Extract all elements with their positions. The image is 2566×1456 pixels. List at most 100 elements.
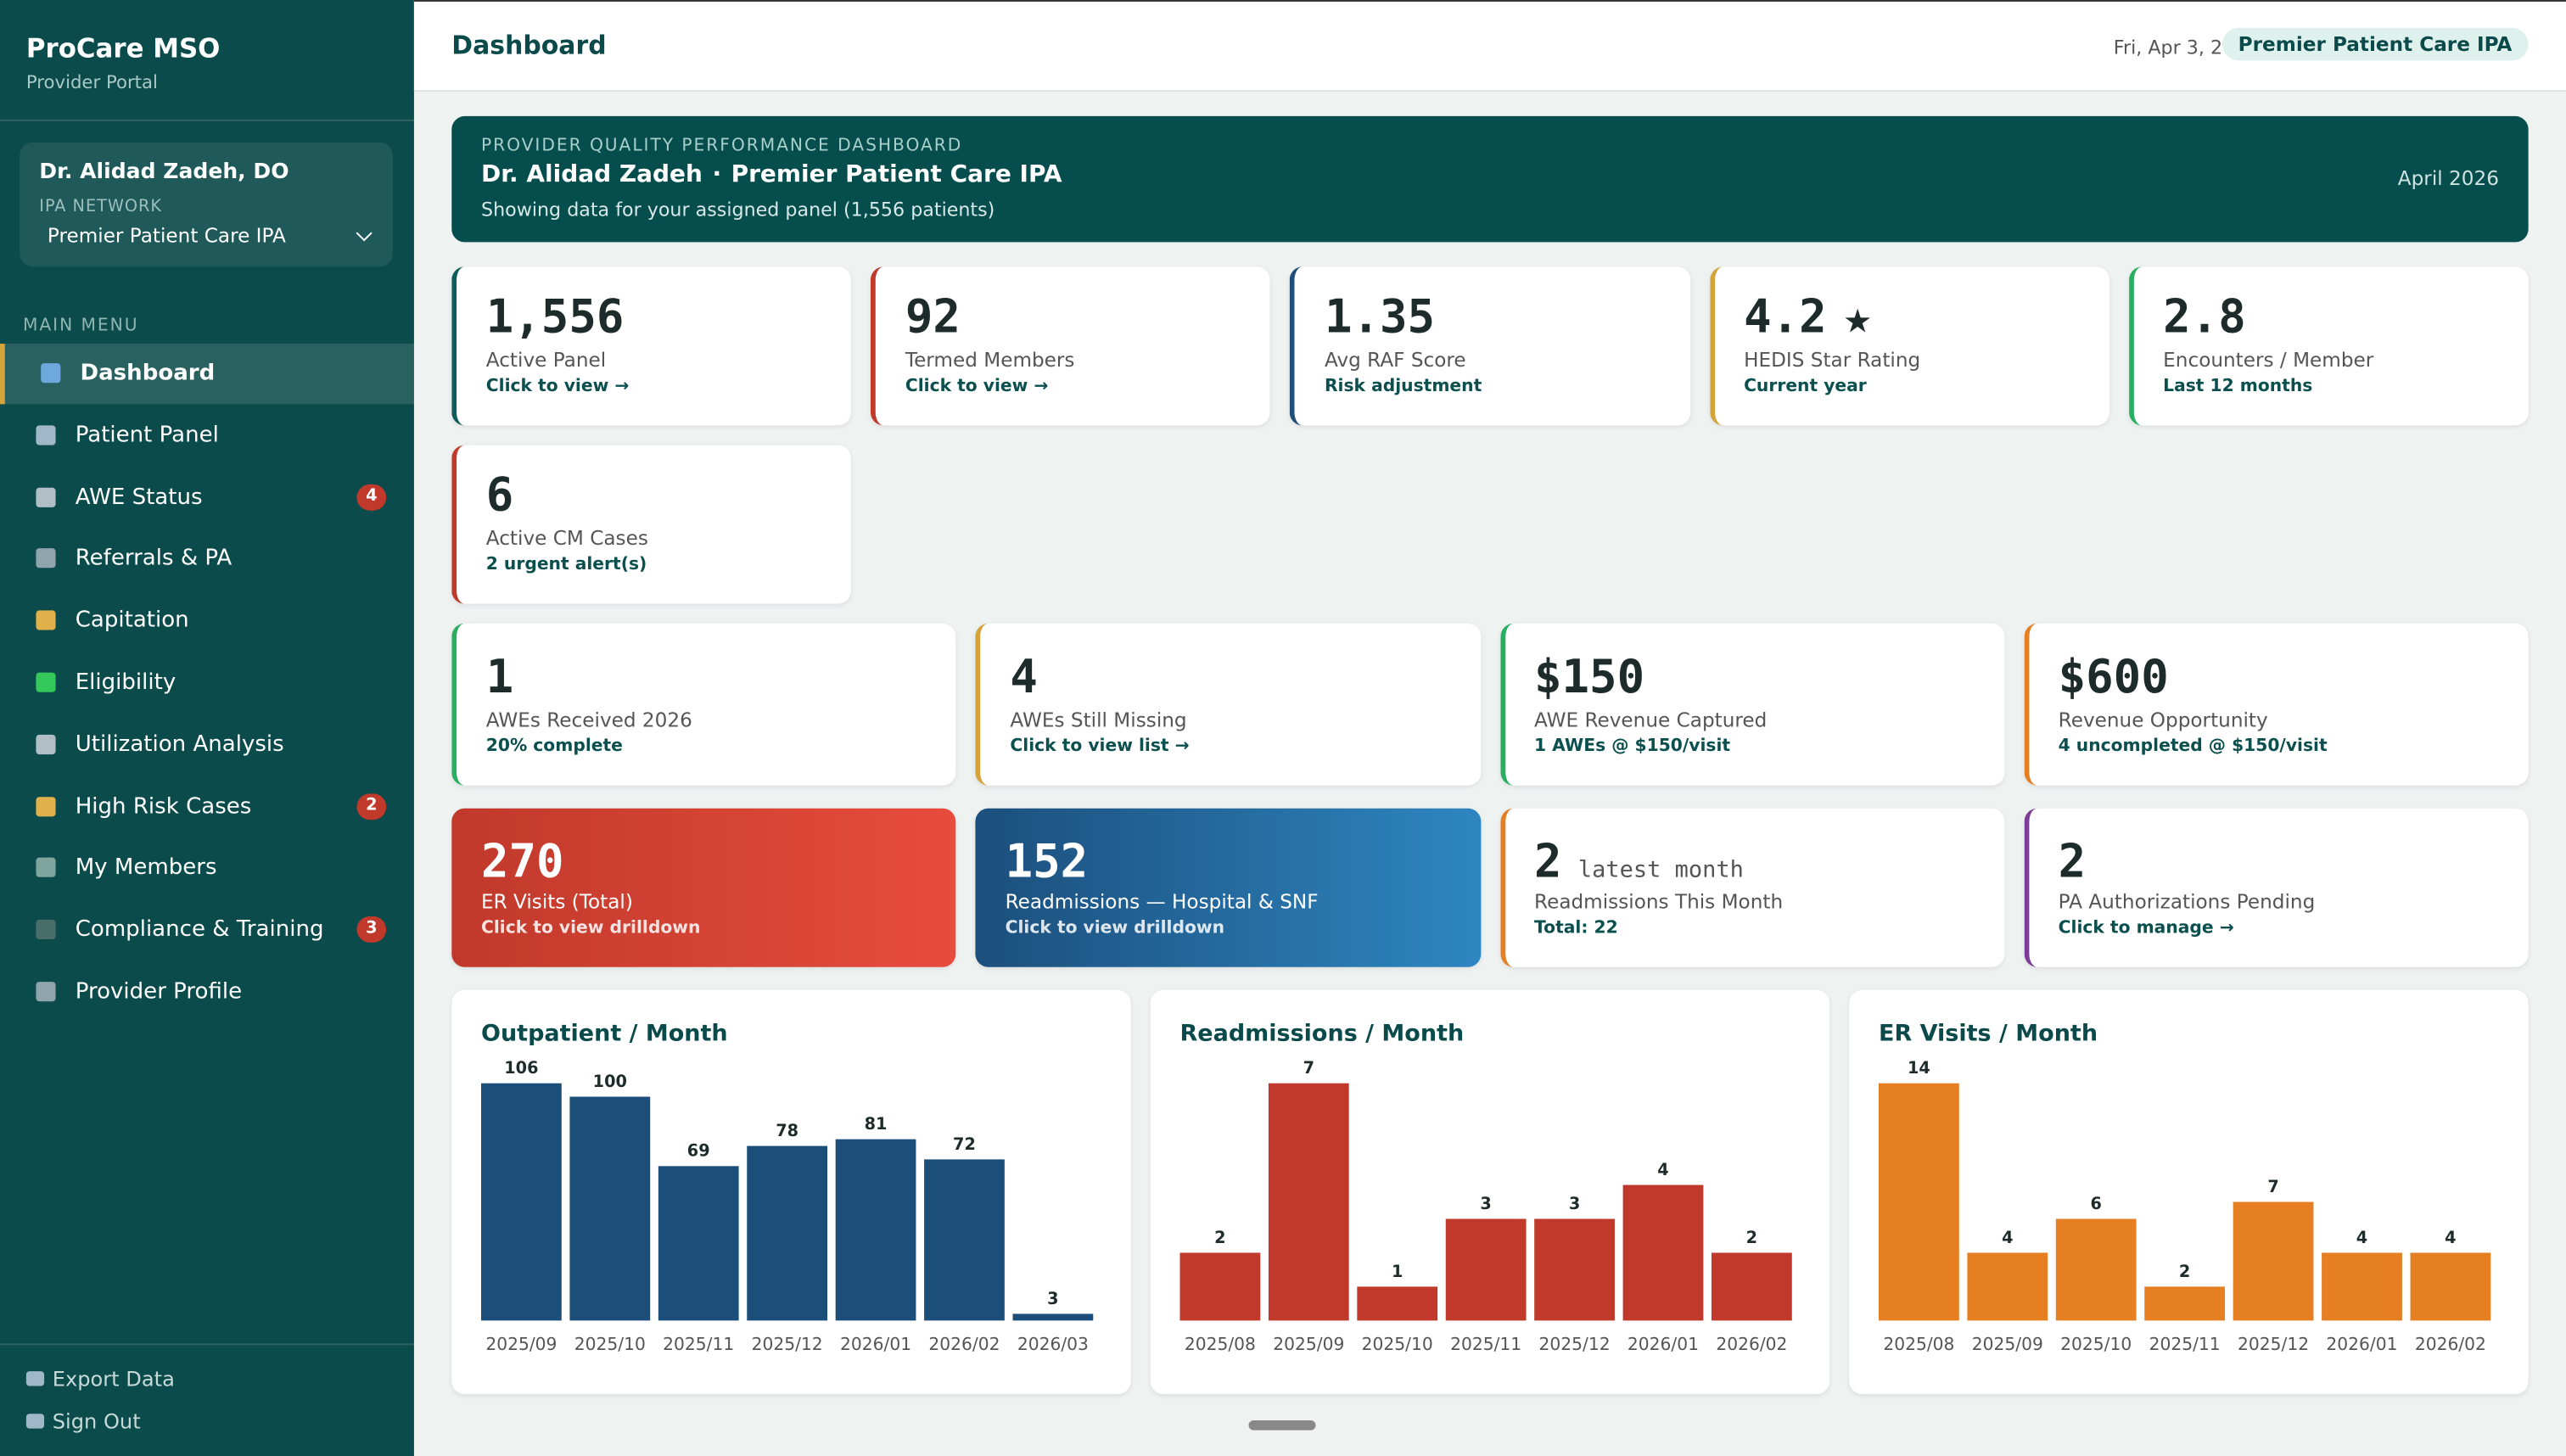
- bar: [2322, 1252, 2402, 1321]
- value-label: 2: [1214, 1228, 1225, 1247]
- kpi-card[interactable]: 2 latest month Readmissions This Month Tota…: [1499, 808, 2005, 967]
- value-label: 4: [2002, 1228, 2013, 1247]
- value-label: 2: [1746, 1228, 1757, 1247]
- kpi-card[interactable]: 1.35 Avg RAF Score Risk adjustment: [1290, 266, 1690, 426]
- kpi-note: Click to view →: [485, 376, 630, 396]
- sidebar: ProCare MSO Provider Portal Dr. Alidad Zad…: [0, 0, 414, 1456]
- menu-icon: [36, 610, 56, 630]
- value-label: 2: [2179, 1262, 2190, 1281]
- kpi-card[interactable]: 152 Readmissions — Hospital & SNF Click to…: [975, 808, 1481, 967]
- kpi-card[interactable]: 4.2 ★ HEDIS Star Rating Current year: [1709, 266, 2109, 426]
- kpi-number: 2: [1534, 834, 1562, 889]
- chart: 14 2025/08 4 2025/09 6 2025/10 2 2025/11 7 2025/1…: [1878, 1058, 2491, 1354]
- bar: [480, 1083, 562, 1321]
- category-label: 2025/12: [2238, 1334, 2309, 1354]
- kpi-value: 2 latest month: [1534, 835, 1744, 889]
- kpi-card[interactable]: $150 AWE Revenue Captured 1 AWEs @ $150/vi…: [1499, 623, 2005, 786]
- bar: [2144, 1286, 2226, 1321]
- value-label: 7: [1303, 1058, 1314, 1078]
- menu-item[interactable]: Referrals & PA: [0, 529, 414, 590]
- footer-icon: [25, 1371, 45, 1386]
- kpi-card[interactable]: 270 ER Visits (Total) Click to view drilld…: [451, 808, 956, 967]
- bar: [2410, 1252, 2491, 1321]
- kpi-card[interactable]: 2.8 Encounters / Member Last 12 months: [2128, 266, 2529, 426]
- network-pill[interactable]: Premier Patient Care IPA: [2221, 27, 2529, 61]
- value-label: 4: [1657, 1160, 1668, 1179]
- menu-icon: [36, 796, 56, 816]
- network-select[interactable]: Premier Patient Care IPA: [39, 221, 376, 256]
- value-label: 1: [1392, 1262, 1403, 1281]
- category-label: 2025/12: [1539, 1334, 1611, 1354]
- bar: [1268, 1083, 1349, 1321]
- value-label: 7: [2267, 1177, 2278, 1196]
- kpi-suffix: ★: [1842, 300, 1873, 341]
- menu-label: MAIN MENU: [22, 316, 139, 336]
- menu-item[interactable]: Provider Profile: [0, 962, 414, 1022]
- menu-item[interactable]: High Risk Cases 2: [0, 776, 414, 837]
- kpi-number: 4: [1010, 649, 1038, 704]
- kpi-card[interactable]: 6 Active CM Cases 2 urgent alert(s): [451, 445, 852, 604]
- category-label: 2025/11: [663, 1334, 734, 1354]
- value-label: 4: [2356, 1228, 2367, 1247]
- menu-item[interactable]: My Members: [0, 838, 414, 899]
- bar: [1179, 1252, 1261, 1321]
- kpi-number: 2.8: [2163, 289, 2246, 344]
- kpi-note: Current year: [1744, 376, 1867, 396]
- menu-item[interactable]: Utilization Analysis: [0, 714, 414, 775]
- header: Dashboard Fri, Apr 3, 2026 Premier Patient…: [413, 0, 2566, 92]
- kpi-card[interactable]: 2 PA Authorizations Pending Click to manag…: [2024, 808, 2529, 967]
- menu-item[interactable]: Patient Panel: [0, 406, 414, 466]
- menu-item[interactable]: AWE Status 4: [0, 468, 414, 528]
- bar: [747, 1145, 828, 1321]
- kpi-note: 2 urgent alert(s): [485, 554, 647, 574]
- footer-link[interactable]: Sign Out: [25, 1408, 354, 1437]
- banner-period: April 2026: [2397, 166, 2499, 190]
- kpi-card[interactable]: 4 AWEs Still Missing Click to view list →: [975, 623, 1481, 786]
- scroll-handle: [1248, 1420, 1316, 1431]
- kpi-value: $600: [2059, 650, 2169, 704]
- kpi-card[interactable]: 1 AWEs Received 2026 20% complete: [451, 623, 956, 786]
- footer-text: Export Data: [52, 1366, 175, 1392]
- menu-item[interactable]: Eligibility: [0, 652, 414, 713]
- category-label: 2026/03: [1017, 1334, 1089, 1354]
- menu-badge: 2: [356, 792, 387, 820]
- bar: [1967, 1252, 2048, 1321]
- chart-card: Readmissions / Month 2 2025/08 7 2025/09 1 202…: [1150, 989, 1830, 1395]
- kpi-card[interactable]: 1,556 Active Panel Click to view →: [451, 266, 852, 426]
- menu-icon: [36, 920, 56, 940]
- menu-icon: [36, 548, 56, 568]
- menu-badge: 3: [356, 916, 387, 944]
- kpi-number: 1.35: [1324, 289, 1436, 344]
- kpi-card[interactable]: $600 Revenue Opportunity 4 uncompleted @ $…: [2024, 623, 2529, 786]
- bar: [1012, 1313, 1094, 1321]
- banner-name: Dr. Alidad Zadeh: [480, 161, 703, 188]
- category-label: 2026/02: [2415, 1334, 2486, 1354]
- banner-separator: ·: [712, 161, 722, 188]
- category-label: 2026/01: [1628, 1334, 1699, 1354]
- banner-network: Premier Patient Care IPA: [731, 161, 1062, 188]
- bar: [1622, 1184, 1704, 1321]
- category-label: 2025/12: [752, 1334, 823, 1354]
- menu-icon: [36, 858, 56, 878]
- bar: [1878, 1083, 1959, 1321]
- provider-box: Dr. Alidad Zadeh, DO IPA NETWORK Premier P…: [20, 142, 393, 267]
- kpi-note: Risk adjustment: [1324, 376, 1482, 396]
- network-label: IPA NETWORK: [39, 198, 162, 216]
- kpi-card[interactable]: 92 Termed Members Click to view →: [871, 266, 1271, 426]
- kpi-label: Active CM Cases: [485, 526, 648, 550]
- menu-item[interactable]: Capitation: [0, 591, 414, 652]
- menu-text: Patient Panel: [75, 422, 219, 449]
- category-label: 2026/02: [928, 1334, 1000, 1354]
- menu-icon: [41, 363, 61, 384]
- category-label: 2025/08: [1185, 1334, 1256, 1354]
- menu-item[interactable]: Compliance & Training 3: [0, 900, 414, 960]
- divider: [0, 1343, 414, 1346]
- kpi-number: 1: [485, 649, 514, 704]
- footer-link[interactable]: Export Data: [25, 1364, 354, 1394]
- kpi-value: 2: [2059, 835, 2087, 889]
- menu-text: High Risk Cases: [75, 792, 252, 820]
- menu-text: Utilization Analysis: [75, 731, 284, 758]
- chart-title: Outpatient / Month: [480, 1021, 728, 1048]
- menu-item[interactable]: Dashboard: [0, 343, 414, 405]
